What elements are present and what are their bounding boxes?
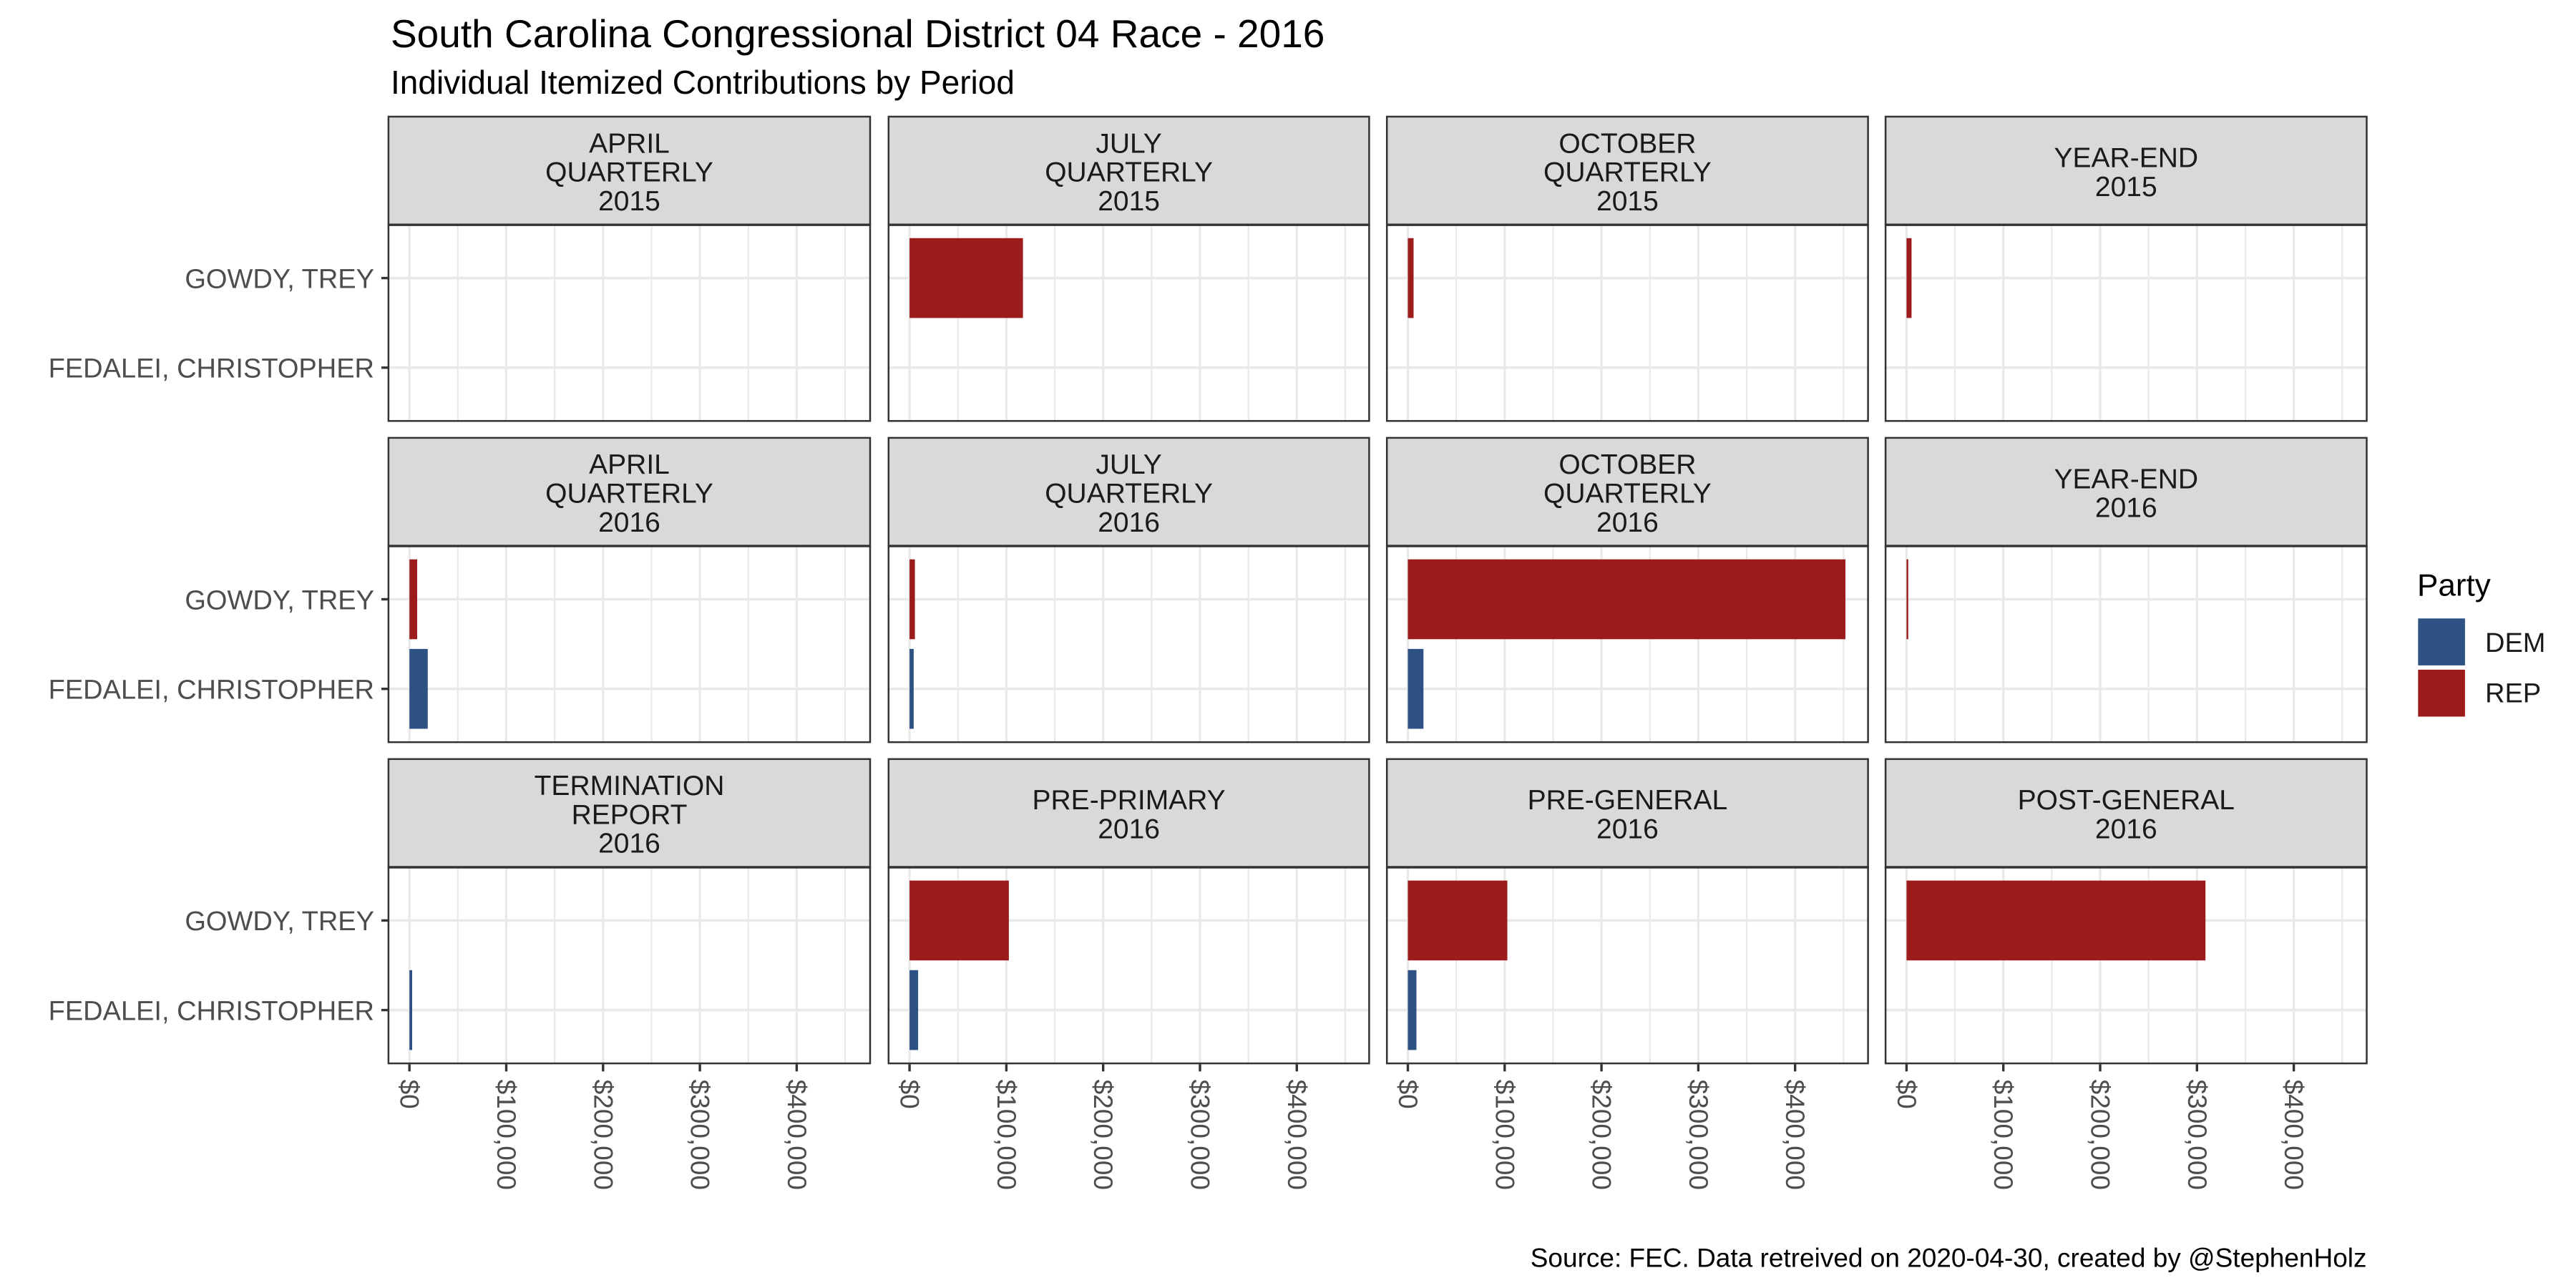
svg-text:$0: $0 (1892, 1080, 1921, 1109)
svg-text:OCTOBER: OCTOBER (1558, 128, 1696, 159)
svg-text:2015: 2015 (1596, 186, 1659, 217)
svg-text:QUARTERLY: QUARTERLY (545, 157, 713, 188)
svg-text:$300,000: $300,000 (1684, 1080, 1713, 1190)
svg-text:QUARTERLY: QUARTERLY (1045, 157, 1213, 188)
svg-text:2016: 2016 (598, 507, 660, 538)
svg-text:FEDALEI, CHRISTOPHER: FEDALEI, CHRISTOPHER (49, 354, 374, 384)
svg-text:JULY: JULY (1096, 449, 1161, 480)
svg-text:2015: 2015 (598, 186, 660, 217)
svg-text:FEDALEI, CHRISTOPHER: FEDALEI, CHRISTOPHER (49, 996, 374, 1026)
svg-text:QUARTERLY: QUARTERLY (1543, 479, 1712, 509)
svg-text:FEDALEI, CHRISTOPHER: FEDALEI, CHRISTOPHER (49, 675, 374, 706)
svg-text:$200,000: $200,000 (1587, 1080, 1616, 1190)
svg-text:$400,000: $400,000 (782, 1080, 811, 1190)
svg-text:GOWDY, TREY: GOWDY, TREY (185, 585, 374, 615)
svg-text:$0: $0 (1393, 1080, 1423, 1109)
svg-text:$100,000: $100,000 (1989, 1080, 2018, 1190)
svg-text:$400,000: $400,000 (2279, 1080, 2308, 1190)
svg-text:2016: 2016 (1098, 507, 1160, 538)
svg-text:Source: FEC. Data retreived on: Source: FEC. Data retreived on 2020-04-3… (1531, 1244, 2367, 1273)
svg-text:2016: 2016 (2095, 814, 2157, 845)
svg-text:South Carolina Congressional D: South Carolina Congressional District 04… (391, 11, 1324, 56)
svg-text:$100,000: $100,000 (492, 1080, 521, 1190)
svg-text:2016: 2016 (1596, 814, 1659, 845)
svg-text:OCTOBER: OCTOBER (1558, 449, 1696, 480)
svg-text:QUARTERLY: QUARTERLY (545, 479, 713, 509)
svg-text:$400,000: $400,000 (1282, 1080, 1312, 1190)
svg-text:$300,000: $300,000 (686, 1080, 715, 1190)
svg-text:DEM: DEM (2485, 628, 2545, 658)
svg-text:YEAR-END: YEAR-END (2054, 464, 2199, 494)
svg-text:$0: $0 (895, 1080, 924, 1109)
svg-text:2016: 2016 (1596, 507, 1659, 538)
svg-text:GOWDY, TREY: GOWDY, TREY (185, 907, 374, 937)
svg-text:$400,000: $400,000 (1780, 1080, 1810, 1190)
svg-text:YEAR-END: YEAR-END (2054, 142, 2199, 173)
svg-text:2016: 2016 (2095, 493, 2157, 524)
svg-text:2016: 2016 (598, 829, 660, 859)
svg-text:2015: 2015 (1098, 186, 1160, 217)
svg-text:REPORT: REPORT (572, 799, 688, 830)
svg-text:APRIL: APRIL (589, 449, 670, 480)
svg-text:JULY: JULY (1096, 128, 1161, 159)
svg-text:$0: $0 (395, 1080, 424, 1109)
svg-text:$300,000: $300,000 (1186, 1080, 1215, 1190)
svg-text:TERMINATION: TERMINATION (535, 771, 725, 801)
svg-text:QUARTERLY: QUARTERLY (1543, 157, 1712, 188)
svg-text:$100,000: $100,000 (1490, 1080, 1519, 1190)
svg-text:POST-GENERAL: POST-GENERAL (2018, 785, 2235, 816)
svg-text:$200,000: $200,000 (2086, 1080, 2115, 1190)
svg-text:$300,000: $300,000 (2182, 1080, 2212, 1190)
svg-text:PRE-PRIMARY: PRE-PRIMARY (1033, 785, 1226, 816)
svg-text:QUARTERLY: QUARTERLY (1045, 479, 1213, 509)
svg-text:Individual Itemized Contributi: Individual Itemized Contributions by Per… (391, 64, 1015, 101)
svg-text:$100,000: $100,000 (992, 1080, 1021, 1190)
svg-text:2016: 2016 (1098, 814, 1160, 845)
svg-text:APRIL: APRIL (589, 128, 670, 159)
svg-text:Party: Party (2417, 568, 2491, 603)
svg-text:$200,000: $200,000 (1088, 1080, 1118, 1190)
svg-text:GOWDY, TREY: GOWDY, TREY (185, 264, 374, 294)
svg-text:2015: 2015 (2095, 172, 2157, 203)
svg-text:PRE-GENERAL: PRE-GENERAL (1528, 785, 1728, 816)
svg-text:REP: REP (2485, 679, 2541, 709)
svg-text:$200,000: $200,000 (588, 1080, 618, 1190)
